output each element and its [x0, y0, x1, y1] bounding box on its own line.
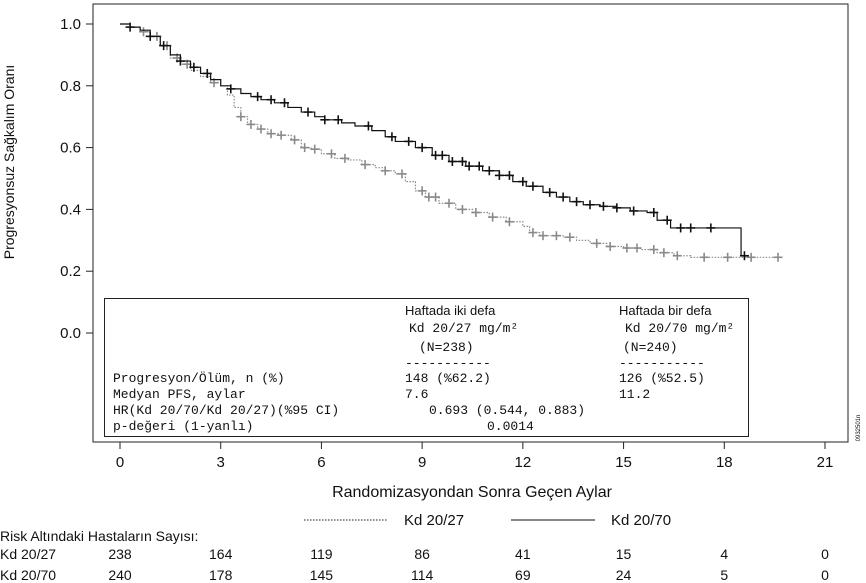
- risk-cell: 238: [108, 546, 132, 562]
- col2-n: (N=240): [623, 340, 678, 355]
- x-tick-label: 3: [217, 454, 225, 471]
- col1-n: (N=238): [419, 340, 474, 355]
- legend-label: Kd 20/27: [404, 512, 464, 529]
- risk-cell: 0: [821, 567, 829, 583]
- y-tick-label: 0.4: [60, 201, 81, 218]
- risk-cell: 24: [615, 567, 632, 583]
- series-line: [120, 23, 748, 257]
- row-events-v2: 126 (%52.5): [619, 371, 705, 386]
- series-layer: [120, 22, 783, 262]
- risk-cell: 5: [720, 567, 729, 583]
- risk-row-label: Kd 20/27: [0, 546, 57, 562]
- risk-row-label: Kd 20/70: [0, 567, 57, 583]
- side-code: 0932501n: [856, 415, 862, 442]
- col1-divider: -----------: [405, 356, 491, 371]
- y-tick-label: 0.2: [60, 263, 81, 280]
- risk-cell: 0: [821, 546, 829, 562]
- risk-cell: 4: [720, 546, 729, 562]
- risk-cell: 69: [515, 567, 531, 583]
- x-tick-label: 0: [116, 454, 124, 471]
- risk-cell: 15: [615, 546, 632, 562]
- y-axis-label: Progresyonsuz Sağkalım Oranı: [1, 65, 17, 260]
- risk-cell: 114: [410, 567, 434, 583]
- summary-inset-box: Haftada iki defa Kd 20/27 mg/m² (N=238) …: [104, 298, 749, 437]
- y-tick-label: 1.0: [60, 16, 81, 33]
- row-events-v1: 148 (%62.2): [405, 371, 491, 386]
- col2-divider: -----------: [619, 356, 705, 371]
- row-hr-value: 0.693 (0.544, 0.883): [429, 403, 586, 418]
- series-line: [120, 23, 778, 258]
- risk-cell: 41: [515, 546, 531, 562]
- row-p-label: p-değeri (1-yanlı): [113, 419, 254, 434]
- x-axis-label: Randomizasyondan Sonra Geçen Aylar: [332, 484, 613, 501]
- risk-cell: 86: [414, 546, 430, 562]
- row-median-label: Medyan PFS, aylar: [113, 387, 246, 402]
- col1-dose: Kd 20/27 mg/m²: [409, 321, 519, 336]
- axes: 0 3 6 9 12 15 18 21 0.0 0.2 0.4 0.6 0.8 1.0: [60, 3, 849, 471]
- row-p-value: 0.0014: [487, 419, 534, 434]
- row-events-label: Progresyon/Ölüm, n (%): [113, 371, 285, 386]
- col2-title: Haftada bir defa: [619, 303, 712, 318]
- risk-cell: 240: [108, 567, 132, 583]
- x-tick-label: 15: [615, 454, 632, 471]
- risk-cell: 145: [309, 567, 334, 583]
- risk-cell: 178: [209, 567, 233, 583]
- plot-frame: [92, 3, 849, 443]
- row-median-v2: 11.2: [619, 387, 651, 402]
- y-tick-label: 0.6: [60, 140, 81, 157]
- x-tick-label: 21: [817, 454, 834, 471]
- risk-cell: 164: [209, 546, 233, 562]
- x-tick-label: 18: [716, 454, 733, 471]
- y-tick-label: 0.8: [60, 78, 81, 95]
- col2-dose: Kd 20/70 mg/m²: [625, 321, 735, 336]
- legend-label: Kd 20/70: [611, 512, 671, 529]
- row-median-v1: 7.6: [405, 387, 429, 402]
- col1-title: Haftada iki defa: [405, 303, 496, 318]
- x-tick-label: 9: [418, 454, 426, 471]
- row-hr-label: HR(Kd 20/70/Kd 20/27)(%95 CI): [113, 403, 340, 418]
- y-tick-label: 0.0: [60, 325, 81, 342]
- x-tick-label: 12: [515, 454, 532, 471]
- risk-cell: 119: [310, 546, 333, 562]
- legend: Kd 20/27 Kd 20/70: [304, 512, 671, 529]
- risk-table-title: Risk Altındaki Hastaların Sayısı:: [0, 528, 199, 544]
- x-tick-label: 6: [317, 454, 325, 471]
